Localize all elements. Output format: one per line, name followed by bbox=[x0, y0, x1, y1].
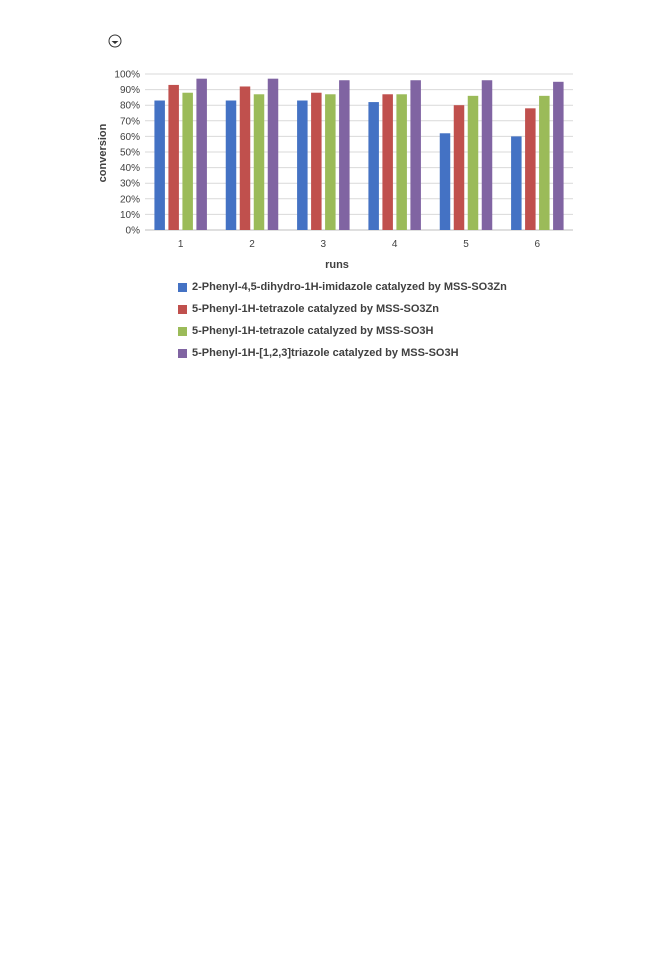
bar bbox=[525, 108, 536, 230]
y-axis-ticks: 0% 10% 20% 30% 40% 50% 60% 70% 80% 90% 100% bbox=[114, 70, 140, 237]
y-tick-label: 0% bbox=[126, 226, 141, 237]
y-tick-label: 70% bbox=[120, 116, 140, 127]
x-tick-label: 2 bbox=[249, 239, 255, 250]
y-tick-label: 20% bbox=[120, 194, 140, 205]
bar bbox=[253, 94, 265, 230]
bar bbox=[511, 136, 522, 230]
bar bbox=[553, 81, 564, 230]
x-axis-title: runs bbox=[325, 259, 349, 270]
bar bbox=[396, 94, 407, 230]
bar-chart: 0% 10% 20% 30% 40% 50% 60% 70% 80% 90% 100% 1 2 3 4 5 6… bbox=[97, 70, 573, 270]
circle-mark-icon bbox=[108, 34, 122, 48]
bar bbox=[539, 95, 550, 230]
x-tick-label: 3 bbox=[321, 239, 327, 250]
bar bbox=[311, 92, 322, 230]
y-tick-label: 100% bbox=[114, 70, 140, 81]
y-tick-label: 30% bbox=[120, 179, 140, 190]
legend-swatch bbox=[178, 348, 187, 358]
legend-item: 2-Phenyl-4,5-dihydro-1H-imidazole cataly… bbox=[178, 276, 598, 298]
legend-swatch bbox=[178, 326, 187, 336]
bar bbox=[168, 84, 179, 230]
legend-label: 5-Phenyl-1H-tetrazole catalyzed by MSS-S… bbox=[192, 325, 434, 337]
y-tick-label: 50% bbox=[120, 148, 140, 159]
bars bbox=[154, 78, 564, 231]
x-tick-label: 6 bbox=[535, 239, 541, 250]
bar bbox=[439, 133, 451, 230]
bar bbox=[182, 92, 193, 230]
y-tick-label: 40% bbox=[120, 163, 140, 174]
gridlines bbox=[145, 73, 573, 231]
legend-swatch bbox=[178, 304, 187, 314]
bar bbox=[225, 100, 237, 231]
bar bbox=[339, 80, 350, 231]
bar bbox=[267, 78, 279, 231]
legend-swatch bbox=[178, 282, 187, 292]
legend-label: 5-Phenyl-1H-tetrazole catalyzed by MSS-S… bbox=[192, 303, 439, 315]
bar bbox=[297, 100, 308, 231]
chart-legend: 2-Phenyl-4,5-dihydro-1H-imidazole cataly… bbox=[178, 276, 598, 364]
bar bbox=[481, 80, 493, 231]
y-tick-label: 60% bbox=[120, 132, 140, 143]
y-axis-title: conversion bbox=[97, 123, 109, 182]
legend-item: 5-Phenyl-1H-[1,2,3]triazole catalyzed by… bbox=[178, 342, 598, 364]
bar bbox=[467, 95, 479, 230]
legend-label: 5-Phenyl-1H-[1,2,3]triazole catalyzed by… bbox=[192, 347, 459, 359]
y-tick-label: 10% bbox=[120, 210, 140, 221]
bar bbox=[410, 80, 421, 231]
x-axis-ticks: 1 2 3 4 5 6 bbox=[178, 239, 541, 250]
y-tick-label: 80% bbox=[120, 101, 140, 112]
bar bbox=[239, 86, 251, 230]
legend-label: 2-Phenyl-4,5-dihydro-1H-imidazole cataly… bbox=[192, 281, 507, 293]
x-tick-label: 5 bbox=[463, 239, 469, 250]
x-tick-label: 4 bbox=[392, 239, 398, 250]
bar bbox=[453, 105, 465, 230]
bar bbox=[154, 100, 165, 231]
bar bbox=[325, 94, 336, 230]
legend-item: 5-Phenyl-1H-tetrazole catalyzed by MSS-S… bbox=[178, 320, 598, 342]
bar bbox=[368, 102, 379, 230]
legend-item: 5-Phenyl-1H-tetrazole catalyzed by MSS-S… bbox=[178, 298, 598, 320]
y-tick-label: 90% bbox=[120, 85, 140, 96]
x-tick-label: 1 bbox=[178, 239, 184, 250]
bar bbox=[382, 94, 393, 230]
bar bbox=[196, 78, 207, 231]
